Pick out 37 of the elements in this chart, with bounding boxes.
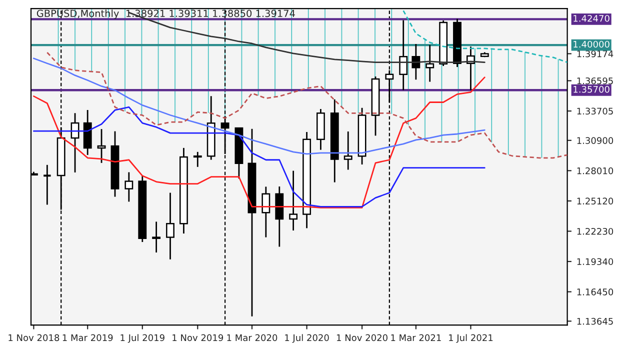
x-tick-label: 1 Nov 2020: [336, 334, 388, 342]
y-tick-label: 1.22230: [577, 228, 614, 235]
y-tick-label: 1.16450: [577, 288, 614, 296]
y-tick-label: 1.25120: [577, 198, 614, 204]
x-tick-label: 1 Jul 2020: [285, 334, 329, 343]
y-tick-label: 1.36595: [577, 77, 613, 84]
x-tick-label: 1 Nov 2019: [172, 334, 224, 342]
y-tick-label: 1.30900: [577, 137, 614, 144]
y-tick-label: 1.19340: [577, 258, 614, 266]
candlestick: [97, 128, 106, 164]
y-tick-label: 1.39174: [577, 50, 614, 58]
ref-line-label: 1.42470: [574, 14, 610, 22]
x-tick-label: 1 Mar 2019: [62, 334, 113, 342]
x-tick-label: 1 Jul 2019: [120, 334, 164, 343]
line-series: [33, 106, 486, 208]
candlestick: [262, 186, 270, 238]
x-tick-label: 1 Mar 2021: [391, 334, 441, 342]
candlestick: [166, 192, 174, 260]
candlestick: [399, 20, 408, 91]
x-tick-label: 1 Nov 2018: [8, 334, 60, 342]
line-series: [46, 52, 568, 159]
y-tick-label: 1.33705: [577, 108, 613, 115]
candlestick: [193, 151, 202, 168]
x-tick-label: 1 Mar 2020: [227, 334, 278, 342]
candlestick: [152, 220, 161, 254]
candlestick: [124, 172, 134, 202]
ref-line-label: 1.40000: [574, 40, 610, 48]
candlestick: [344, 130, 352, 170]
line-series: [402, 10, 568, 64]
candlestick: [426, 44, 434, 82]
y-tick-label: 1.13645: [577, 318, 613, 325]
candlestick: [289, 170, 298, 232]
line-series: [33, 58, 486, 155]
candlestick: [42, 164, 52, 206]
x-tick-label: 1 Jul 2021: [449, 334, 493, 343]
ref-line-label: 1.35700: [574, 86, 610, 93]
y-tick-label: 1.28010: [577, 167, 614, 174]
